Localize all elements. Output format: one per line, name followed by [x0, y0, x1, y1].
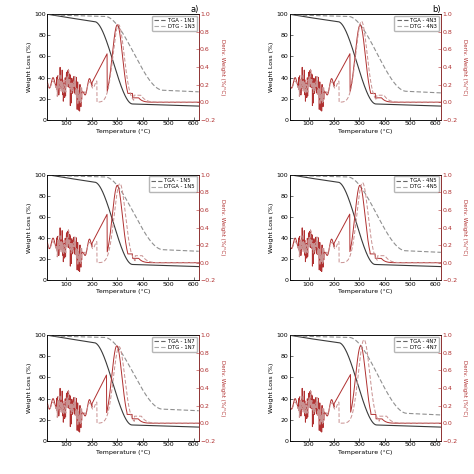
Y-axis label: Deriv. Weight (%/°C): Deriv. Weight (%/°C) — [462, 39, 467, 95]
Y-axis label: Weight Loss (%): Weight Loss (%) — [27, 42, 32, 92]
Y-axis label: Deriv. Weight (%/°C): Deriv. Weight (%/°C) — [220, 360, 225, 416]
Legend: TGA - 4N5, DTG - 4N5: TGA - 4N5, DTG - 4N5 — [394, 176, 439, 191]
Y-axis label: Weight Loss (%): Weight Loss (%) — [27, 363, 32, 413]
Y-axis label: Deriv. Weight (%/°C): Deriv. Weight (%/°C) — [462, 200, 467, 255]
Y-axis label: Deriv. Weight (%/°C): Deriv. Weight (%/°C) — [220, 39, 225, 95]
Y-axis label: Deriv. Weight (%/°C): Deriv. Weight (%/°C) — [462, 360, 467, 416]
X-axis label: Temperature (°C): Temperature (°C) — [96, 450, 150, 455]
X-axis label: Temperature (°C): Temperature (°C) — [96, 129, 150, 134]
Text: a): a) — [191, 5, 199, 14]
Y-axis label: Weight Loss (%): Weight Loss (%) — [269, 42, 273, 92]
Legend: TGA - 1N5, DTGA - 1N5: TGA - 1N5, DTGA - 1N5 — [148, 176, 197, 191]
X-axis label: Temperature (°C): Temperature (°C) — [338, 450, 392, 455]
Legend: TGA - 4N7, DTG - 4N7: TGA - 4N7, DTG - 4N7 — [394, 337, 439, 352]
Y-axis label: Weight Loss (%): Weight Loss (%) — [269, 202, 273, 253]
X-axis label: Temperature (°C): Temperature (°C) — [338, 129, 392, 134]
Y-axis label: Weight Loss (%): Weight Loss (%) — [27, 202, 32, 253]
Y-axis label: Deriv. Weight (%/°C): Deriv. Weight (%/°C) — [220, 200, 225, 255]
X-axis label: Temperature (°C): Temperature (°C) — [338, 290, 392, 294]
X-axis label: Temperature (°C): Temperature (°C) — [96, 290, 150, 294]
Legend: TGA - 4N3, DTG - 4N3: TGA - 4N3, DTG - 4N3 — [394, 16, 439, 31]
Text: b): b) — [432, 5, 441, 14]
Legend: TGA - 1N3, DTG - 1N3: TGA - 1N3, DTG - 1N3 — [152, 16, 197, 31]
Legend: TGA - 1N7, DTG - 1N7: TGA - 1N7, DTG - 1N7 — [152, 337, 197, 352]
Y-axis label: Weight Loss (%): Weight Loss (%) — [269, 363, 273, 413]
